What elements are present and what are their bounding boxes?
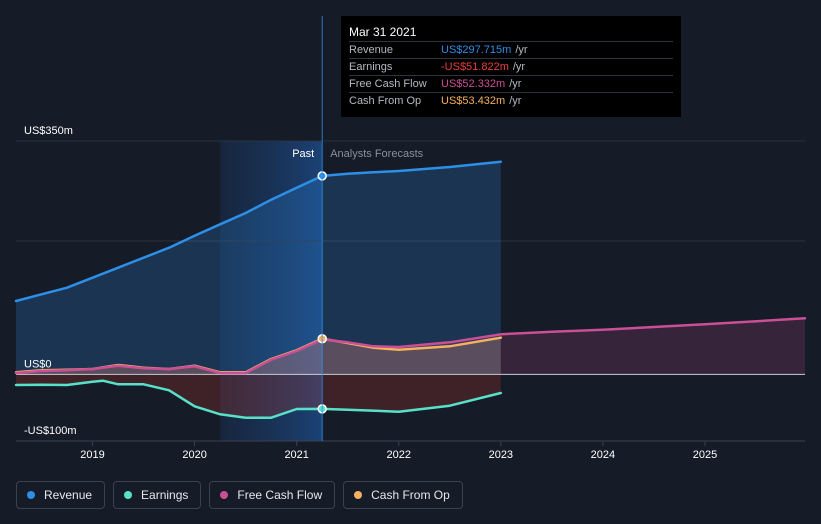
tooltip-value: US$52.332m bbox=[441, 78, 506, 90]
tooltip-unit: /yr bbox=[515, 44, 528, 56]
earnings-line bbox=[14, 379, 503, 419]
tooltip-label: Earnings bbox=[349, 61, 393, 73]
legend-dot-icon bbox=[354, 491, 363, 499]
past-shade bbox=[220, 141, 323, 441]
y-tick-label: US$350m bbox=[24, 125, 73, 137]
legend-cash-from-op[interactable]: Cash From Op bbox=[343, 481, 463, 509]
tooltip-value: -US$51.822m bbox=[441, 61, 509, 73]
forecast-label: Analysts Forecasts bbox=[330, 148, 423, 160]
legend-earnings[interactable]: Earnings bbox=[113, 481, 202, 509]
tooltip-label: Free Cash Flow bbox=[349, 78, 427, 90]
tooltip-row-revenue: Revenue US$297.715m/yr bbox=[349, 41, 673, 58]
tooltip-row-earnings: Earnings -US$51.822m/yr bbox=[349, 58, 673, 75]
past-shade-rect bbox=[220, 141, 323, 441]
x-axis-labels: 2019 2020 2021 2022 2023 2024 2025 bbox=[16, 440, 805, 461]
revenue-line bbox=[14, 160, 503, 303]
tooltip-label: Revenue bbox=[349, 44, 394, 56]
tooltip-date: Mar 31 2021 bbox=[349, 25, 417, 39]
free-cash-flow-line bbox=[14, 317, 807, 375]
y-axis-labels: US$350m US$0 -US$100m bbox=[24, 125, 77, 437]
revenue-area bbox=[16, 161, 501, 375]
tooltip-label: Cash From Op bbox=[349, 95, 422, 107]
legend-dot-icon bbox=[124, 491, 133, 499]
tooltip-row-free-cash-flow: Free Cash Flow US$52.332m/yr bbox=[349, 75, 673, 92]
cash-from-op-area bbox=[16, 337, 501, 375]
legend-label: Free Cash Flow bbox=[237, 488, 323, 502]
x-tick-label: 2019 bbox=[80, 449, 104, 461]
tooltip-unit: /yr bbox=[509, 95, 522, 107]
tooltip-value: US$53.432m bbox=[441, 95, 506, 107]
tooltip-value: US$297.715m bbox=[441, 44, 512, 56]
tooltip-unit: /yr bbox=[512, 61, 526, 73]
x-tick-label: 2021 bbox=[284, 449, 308, 461]
legend-dot-icon bbox=[27, 491, 35, 499]
y-tick-label: US$0 bbox=[24, 358, 52, 370]
legend-label: Earnings bbox=[141, 488, 189, 502]
tooltip-rows: Revenue US$297.715m/yr Earnings -US$51.822m… bbox=[349, 41, 673, 109]
legend-label: Cash From Op bbox=[371, 488, 450, 502]
legend-revenue[interactable]: Revenue bbox=[16, 481, 106, 509]
legend: Revenue Earnings Free Cash Flow Cash From O… bbox=[16, 481, 463, 509]
y-tick-label: -US$100m bbox=[24, 425, 77, 437]
x-tick-label: 2025 bbox=[693, 449, 717, 461]
series-areas bbox=[16, 161, 805, 418]
tooltip: Mar 31 2021 Revenue US$297.715m/yr Earning… bbox=[341, 16, 681, 117]
x-tick-label: 2022 bbox=[387, 449, 411, 461]
legend-dot-icon bbox=[220, 491, 229, 499]
past-label: Past bbox=[292, 148, 314, 160]
x-tick-label: 2024 bbox=[591, 449, 615, 461]
x-tick-label: 2020 bbox=[182, 449, 206, 461]
legend-label: Revenue bbox=[44, 488, 93, 502]
x-tick-label: 2023 bbox=[489, 449, 513, 461]
series-lines bbox=[14, 160, 807, 419]
divider: Past Analysts Forecasts bbox=[292, 16, 424, 441]
legend-free-cash-flow[interactable]: Free Cash Flow bbox=[209, 481, 336, 509]
tooltip-row-cash-from-op: Cash From Op US$53.432m/yr bbox=[349, 92, 673, 109]
earnings-area bbox=[16, 374, 501, 418]
tooltip-unit: /yr bbox=[509, 78, 522, 90]
